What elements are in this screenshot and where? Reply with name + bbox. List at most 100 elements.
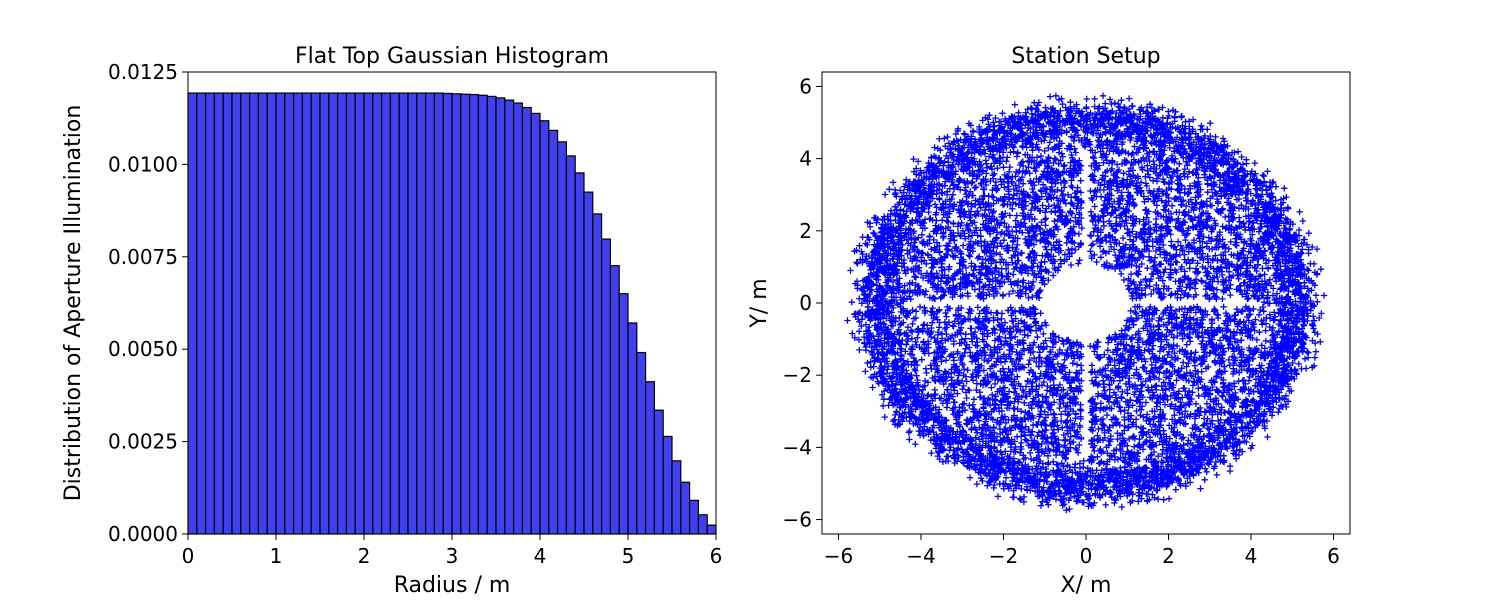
histogram-bar xyxy=(257,92,268,535)
histogram-bar xyxy=(266,92,277,535)
x-tick-label: 5 xyxy=(622,544,635,568)
x-tick-label: 0 xyxy=(1080,544,1093,568)
histogram-bar xyxy=(671,460,682,535)
x-tick-label: 4 xyxy=(1245,544,1258,568)
y-tick-label: 6 xyxy=(799,74,812,98)
histogram-bar xyxy=(662,435,673,535)
histogram-bar xyxy=(706,524,717,535)
station-points xyxy=(844,92,1328,514)
station-x-ticks: −6 −4 −2 0 2 4 6 xyxy=(824,534,1340,568)
y-tick-label: 4 xyxy=(799,147,812,171)
histogram-bar xyxy=(644,381,655,535)
histogram-bar xyxy=(697,514,708,535)
histogram-bar xyxy=(460,93,471,535)
station-setup-chart: Station Setup −6 −4 −2 0 2 4 6 −6 −4 −2 0 2 4 6 X/ m… xyxy=(747,44,1351,598)
x-tick-label: 4 xyxy=(534,544,547,568)
histogram-bar xyxy=(213,92,224,535)
histogram-y-ticks: 0.0000 0.0025 0.0050 0.0075 0.0100 0.0125 xyxy=(108,60,188,546)
histogram-bar xyxy=(328,92,339,535)
x-tick-label: 6 xyxy=(1327,544,1340,568)
histogram-bar xyxy=(372,92,383,535)
histogram-bar xyxy=(504,99,515,535)
y-tick-label: 2 xyxy=(799,219,812,243)
histogram-bar xyxy=(363,92,374,535)
histogram-bar xyxy=(187,92,198,535)
histogram-bar xyxy=(398,92,409,535)
histogram-bar xyxy=(556,141,567,535)
histogram-bar xyxy=(565,155,576,535)
y-tick-label: 0 xyxy=(799,291,812,315)
histogram-bar xyxy=(345,92,356,535)
x-tick-label: 1 xyxy=(270,544,283,568)
histogram-bar xyxy=(407,92,418,535)
histogram-bar xyxy=(539,120,550,535)
y-tick-label: −4 xyxy=(783,435,812,459)
histogram-plot-frame xyxy=(187,71,717,535)
x-tick-label: 3 xyxy=(446,544,459,568)
histogram-bar xyxy=(381,92,392,535)
histogram-bar xyxy=(609,265,620,535)
x-tick-label: 6 xyxy=(710,544,723,568)
histogram-bar xyxy=(310,92,321,535)
histogram-bar xyxy=(592,213,603,535)
y-tick-label: 0.0025 xyxy=(108,430,178,454)
histogram-bar xyxy=(205,92,216,535)
histogram-bar xyxy=(275,92,286,535)
histogram-bar xyxy=(425,92,436,535)
station-y-ticks: −6 −4 −2 0 2 4 6 xyxy=(783,74,822,532)
histogram-bar xyxy=(530,112,541,535)
x-tick-label: −2 xyxy=(989,544,1018,568)
x-tick-label: −4 xyxy=(906,544,935,568)
histogram-bar xyxy=(442,92,453,535)
histogram-bar xyxy=(284,92,295,535)
histogram-bar xyxy=(521,106,532,535)
histogram-bar xyxy=(600,238,611,535)
station-x-axis-label: X/ m xyxy=(1061,573,1112,598)
y-tick-label: 0.0125 xyxy=(108,60,178,84)
histogram-bar xyxy=(293,92,304,535)
histogram-x-ticks: 0 1 2 3 4 5 6 xyxy=(182,534,723,568)
x-tick-label: 2 xyxy=(1162,544,1175,568)
histogram-bar xyxy=(354,92,365,535)
histogram-bar xyxy=(512,102,523,535)
histogram-bar xyxy=(301,92,312,535)
histogram-bar xyxy=(389,92,400,535)
histogram-bar xyxy=(653,409,664,535)
histogram-bar xyxy=(196,92,207,535)
y-tick-label: 0.0000 xyxy=(108,522,178,546)
x-tick-label: −6 xyxy=(824,544,853,568)
histogram-bar xyxy=(574,172,585,535)
histogram-bar xyxy=(688,499,699,535)
histogram-bar xyxy=(249,92,260,535)
histogram-bar xyxy=(627,322,638,535)
histogram-x-axis-label: Radius / m xyxy=(394,573,511,598)
histogram-bar xyxy=(486,95,497,535)
x-tick-label: 0 xyxy=(182,544,195,568)
y-tick-label: −6 xyxy=(783,508,812,532)
y-tick-label: 0.0050 xyxy=(108,337,178,361)
station-plot-frame xyxy=(821,71,1351,535)
histogram-bar xyxy=(469,93,480,535)
y-tick-label: 0.0075 xyxy=(108,245,178,269)
histogram-bar xyxy=(618,293,629,535)
histogram-bar xyxy=(231,92,242,535)
histogram-bar xyxy=(416,92,427,535)
histogram-bar xyxy=(583,191,594,535)
histogram-bar xyxy=(680,481,691,535)
histogram-title: Flat Top Gaussian Histogram xyxy=(295,44,609,69)
histogram-bar xyxy=(451,93,462,535)
histogram-bar xyxy=(636,351,647,535)
histogram-bar xyxy=(337,92,348,535)
station-setup-title: Station Setup xyxy=(1011,44,1160,69)
histogram-bar xyxy=(495,97,506,535)
histogram-y-axis-label: Distribution of Aperture Illumination xyxy=(61,105,86,502)
histogram-bar xyxy=(222,92,233,535)
histogram-bar xyxy=(477,94,488,535)
y-tick-label: −2 xyxy=(783,363,812,387)
histogram-bar xyxy=(319,92,330,535)
x-tick-label: 2 xyxy=(358,544,371,568)
y-tick-label: 0.0100 xyxy=(108,152,178,176)
histogram-bars xyxy=(187,92,717,535)
histogram-chart: Flat Top Gaussian Histogram 0.0000 0.0025… xyxy=(61,44,722,598)
